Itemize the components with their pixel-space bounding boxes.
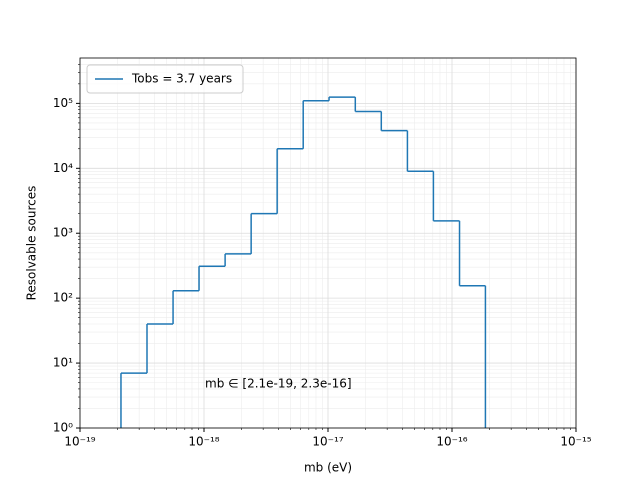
- x-tick-label: 10⁻¹⁸: [188, 435, 219, 449]
- x-tick-label: 10⁻¹⁷: [312, 435, 343, 449]
- y-tick-label: 10²: [53, 291, 73, 305]
- annotation: mb ∈ [2.1e-19, 2.3e-16]: [205, 377, 352, 391]
- y-tick-label: 10⁰: [53, 421, 73, 435]
- plot: [120, 96, 487, 428]
- x-tick-label: 10⁻¹⁹: [64, 435, 95, 449]
- y-tick-label: 10³: [53, 226, 73, 240]
- x-tick-label: 10⁻¹⁶: [436, 435, 467, 449]
- x-axis-label: mb (eV): [304, 461, 352, 475]
- x-tick-label: 10⁻¹⁵: [560, 435, 591, 449]
- y-tick-label: 10⁵: [53, 96, 73, 110]
- y-tick-label: 10⁴: [53, 161, 73, 175]
- y-tick-label: 10¹: [53, 356, 73, 370]
- grid: [78, 58, 577, 430]
- legend-box: [86, 64, 244, 94]
- legend-label: Tobs = 3.7 years: [131, 72, 232, 86]
- y-axis-label: Resolvable sources: [25, 186, 39, 301]
